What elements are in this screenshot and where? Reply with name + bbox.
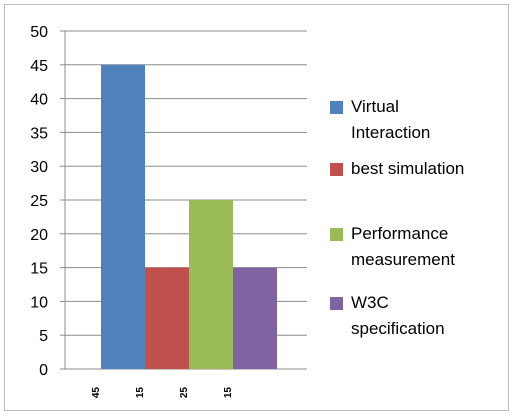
legend-label: measurement bbox=[351, 250, 455, 269]
y-tick-label: 50 bbox=[30, 24, 48, 41]
y-tick-label: 20 bbox=[30, 227, 48, 244]
bar-chart: 0 5 10 15 20 25 30 35 40 45 50 45 15 25 15 Virtual Inter… bbox=[30, 24, 464, 399]
y-tick-label: 5 bbox=[39, 328, 48, 345]
legend-label: Performance bbox=[351, 224, 448, 243]
chart-frame: 0 5 10 15 20 25 30 35 40 45 50 45 15 25 15 Virtual Inter… bbox=[4, 4, 509, 411]
x-tick-label: 25 bbox=[179, 387, 190, 399]
y-tick-label: 10 bbox=[30, 294, 48, 311]
y-tick-label: 40 bbox=[30, 92, 48, 109]
y-tick-label: 25 bbox=[30, 193, 48, 210]
y-tick-label: 35 bbox=[30, 125, 48, 142]
legend-swatch bbox=[330, 101, 343, 114]
y-tick-label: 0 bbox=[39, 362, 48, 379]
legend-label: Interaction bbox=[351, 123, 430, 142]
legend-swatch bbox=[330, 297, 343, 310]
bar bbox=[145, 267, 189, 369]
legend-label: best simulation bbox=[351, 159, 464, 178]
y-tick-label: 15 bbox=[30, 261, 48, 278]
legend-label: specification bbox=[351, 319, 445, 338]
y-tick-label: 45 bbox=[30, 58, 48, 75]
bar bbox=[101, 64, 145, 370]
legend-label: Virtual bbox=[351, 97, 399, 116]
legend-label: W3C bbox=[351, 293, 389, 312]
x-tick-label: 15 bbox=[135, 387, 146, 399]
x-tick-label: 15 bbox=[223, 387, 234, 399]
bar bbox=[189, 200, 233, 369]
legend-swatch bbox=[330, 163, 343, 176]
legend-swatch bbox=[330, 228, 343, 241]
x-tick-label: 45 bbox=[91, 387, 102, 399]
y-tick-label: 30 bbox=[30, 159, 48, 176]
bar bbox=[233, 267, 277, 369]
